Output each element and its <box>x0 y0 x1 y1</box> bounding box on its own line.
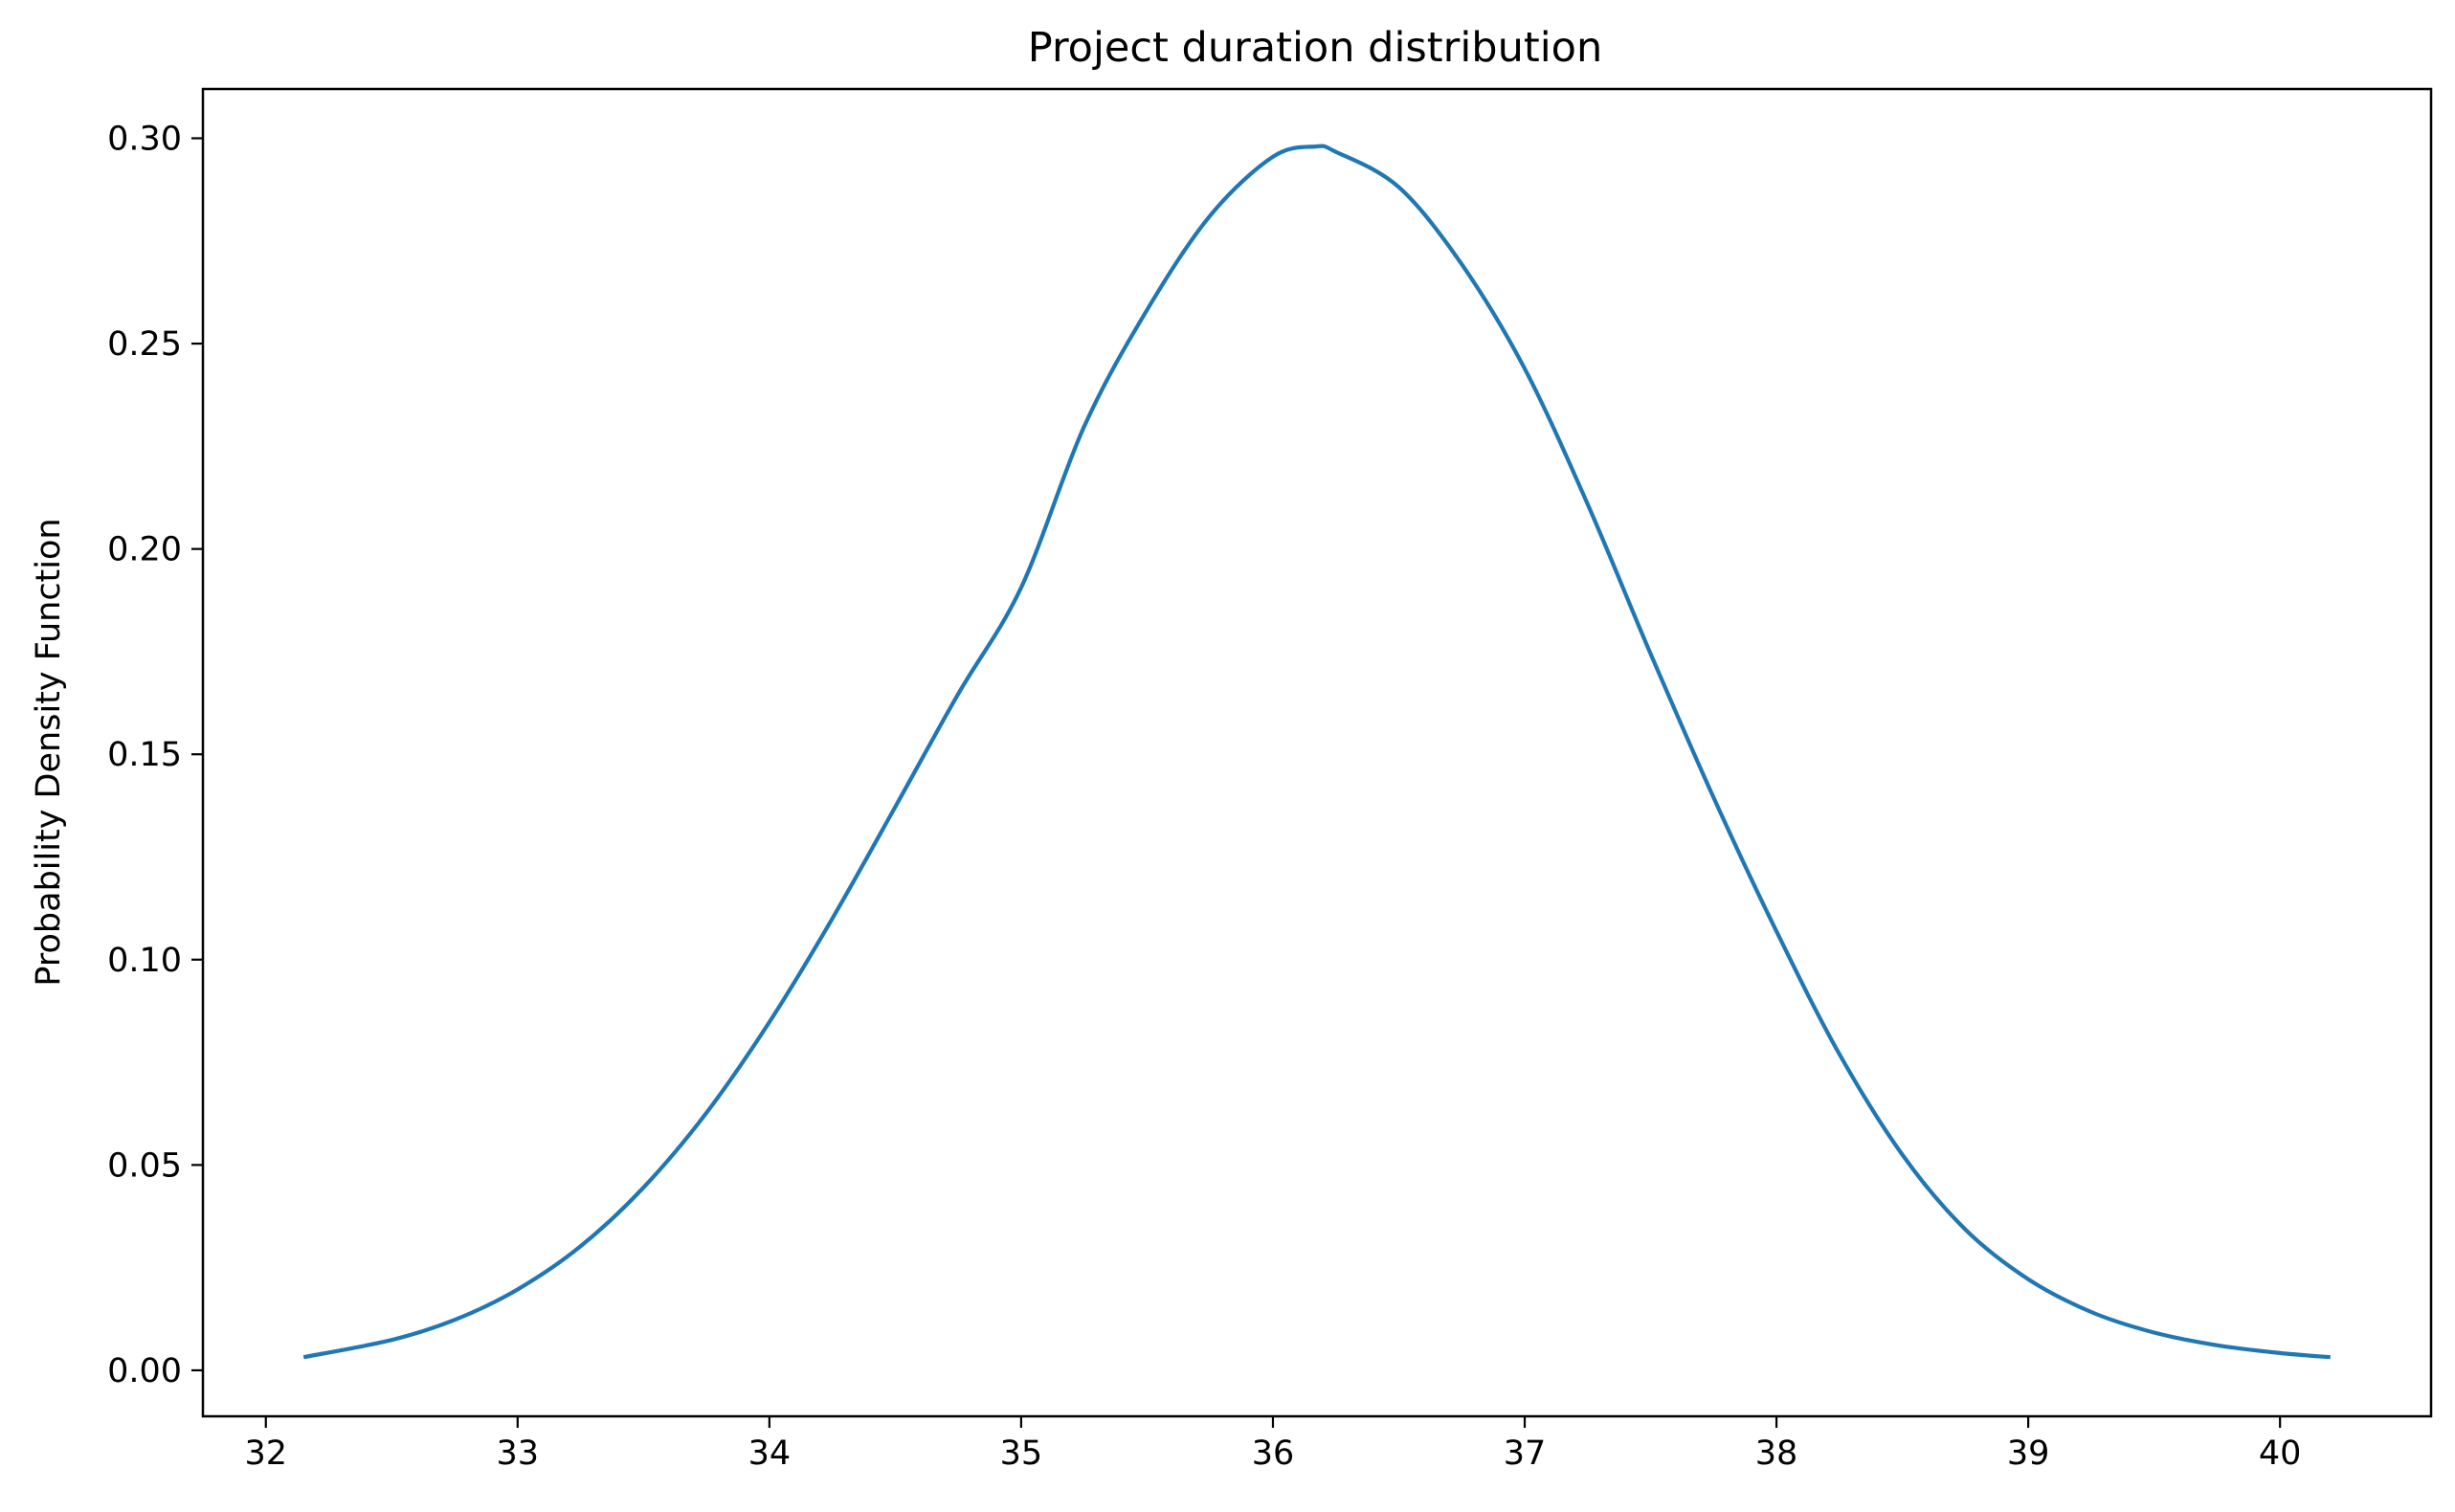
plot-frame <box>201 87 2433 1418</box>
y-tick-label: 0.30 <box>107 120 182 158</box>
y-tick-label: 0.20 <box>107 531 182 569</box>
x-tick-label: 37 <box>1504 1434 1547 1473</box>
y-axis-label: Probability Density Function <box>30 518 68 986</box>
x-tick-label: 40 <box>2259 1434 2302 1473</box>
y-tick-label: 0.05 <box>107 1146 182 1185</box>
series-line-0 <box>302 144 2331 1360</box>
x-tick-label: 32 <box>244 1434 287 1473</box>
y-tick-label: 0.15 <box>107 736 182 774</box>
plot-area: 32 33 34 35 36 37 38 39 40 0.000.050.100.150.200… <box>107 87 2433 1473</box>
y-tick-label: 0.00 <box>107 1352 182 1390</box>
y-tick-label: 0.10 <box>107 942 182 980</box>
x-tick-label: 34 <box>748 1434 792 1473</box>
x-tick-label: 39 <box>2007 1434 2050 1473</box>
x-tick-label: 33 <box>497 1434 540 1473</box>
x-axis: 32 33 34 35 36 37 38 39 40 <box>244 1416 2301 1473</box>
series-layer <box>302 144 2331 1360</box>
x-tick-label: 38 <box>1755 1434 1798 1473</box>
y-tick-label: 0.25 <box>107 325 182 364</box>
y-axis: 0.00 0.05 0.10 0.15 0.20 0.25 0.30 <box>107 120 203 1390</box>
x-tick-label: 35 <box>1000 1434 1043 1473</box>
chart-title: Project duration distribution <box>1028 24 1602 72</box>
x-tick-label: 36 <box>1252 1434 1295 1473</box>
